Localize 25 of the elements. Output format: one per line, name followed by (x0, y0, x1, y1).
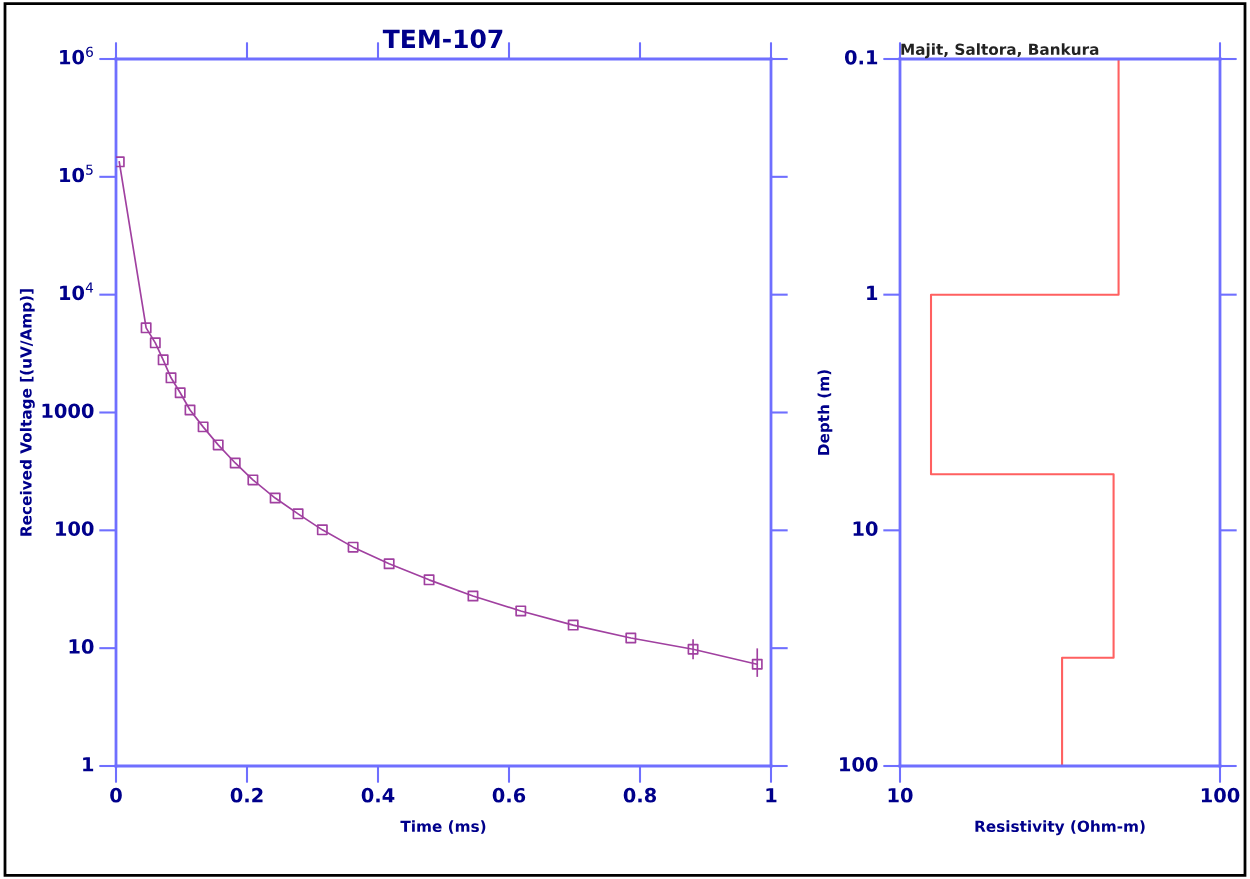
y-tick-label: 0.1 (844, 49, 878, 65)
y-tick-label: 10 (853, 521, 878, 536)
y-tick-label: 10$^{5}$ (60, 164, 93, 183)
x-tick-label: 100 (1201, 787, 1240, 803)
x-tick-label: 1 (766, 788, 777, 803)
y-tick-label: 10 (69, 639, 94, 654)
y-tick-label: 1000 (42, 403, 94, 419)
x-tick-label: 0.2 (230, 787, 263, 803)
chart-title: TEM-107 (382, 29, 503, 49)
x-tick-label: 0.8 (623, 787, 657, 803)
y-tick-label: 10$^{4}$ (60, 282, 94, 301)
x-tick-label: 0.4 (361, 787, 395, 803)
y-tick-label: 1 (83, 757, 94, 772)
x-axis-title: Time (ms) (400, 820, 486, 834)
y-tick-label: 1 (867, 285, 878, 301)
x-axis-title: Resistivity (Ohm-m) (975, 820, 1145, 836)
y-tick-label: 10$^{6}$ (60, 46, 93, 65)
x-tick-label: 10 (888, 787, 913, 803)
x-tick-label: 0.6 (492, 787, 526, 803)
chart-title: Majit, Saltora, Bankura (901, 43, 1099, 59)
y-tick-label: 100 (56, 521, 94, 536)
x-tick-label: 0 (110, 787, 122, 803)
y-tick-label: 100 (840, 756, 878, 772)
y-axis-title: Received Voltage [(uV/Amp)] (19, 289, 35, 536)
y-axis-title: Depth (m) (817, 370, 833, 455)
